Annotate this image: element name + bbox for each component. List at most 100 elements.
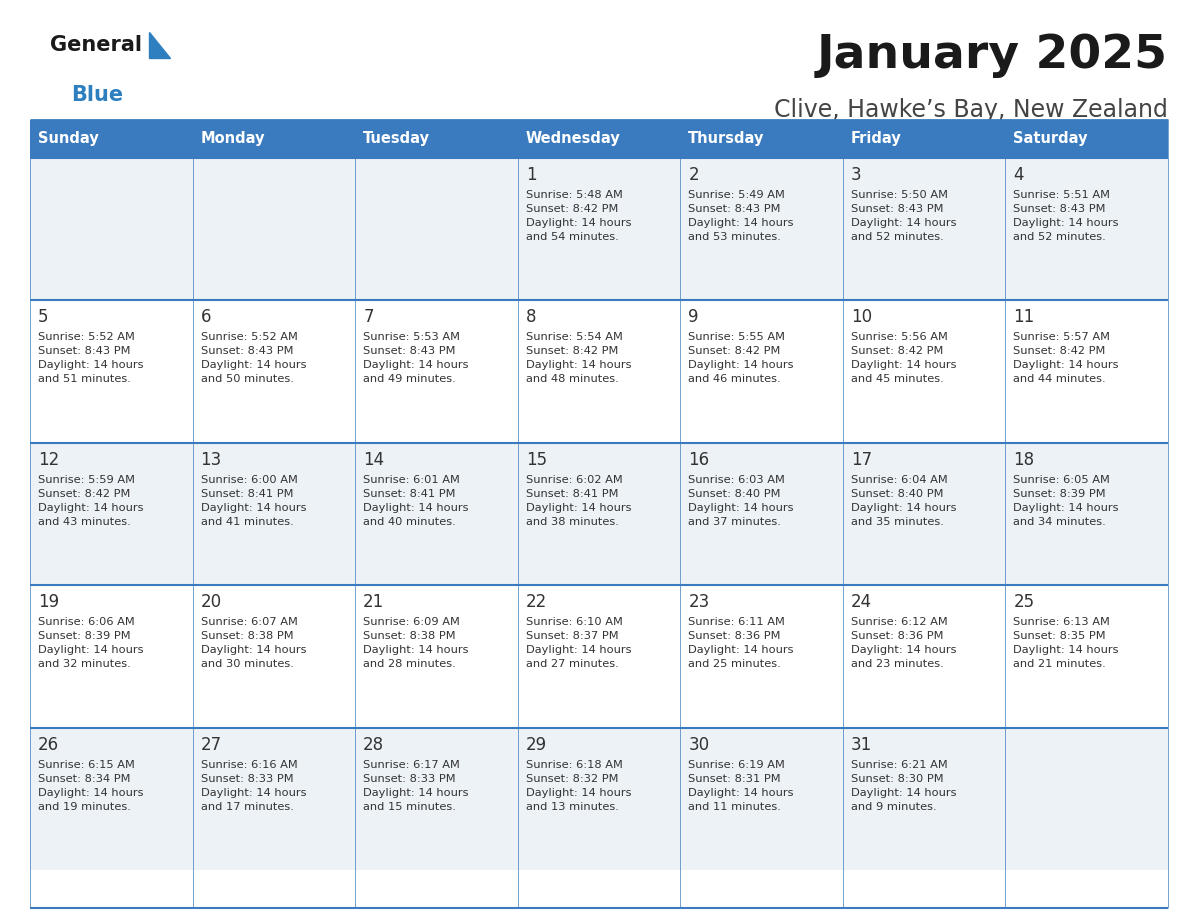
Bar [1005,120,1168,158]
Text: Sunrise: 6:02 AM
Sunset: 8:41 PM
Daylight: 14 hours
and 38 minutes.: Sunrise: 6:02 AM Sunset: 8:41 PM Dayligh… [526,475,631,527]
Bar [30,728,192,870]
Text: 30: 30 [688,735,709,754]
Text: 28: 28 [364,735,384,754]
Text: 2: 2 [688,166,699,184]
Bar [192,728,355,870]
Text: 22: 22 [526,593,546,611]
Bar [1005,442,1168,585]
Text: 15: 15 [526,451,546,469]
Text: 13: 13 [201,451,222,469]
Text: Sunrise: 6:16 AM
Sunset: 8:33 PM
Daylight: 14 hours
and 17 minutes.: Sunrise: 6:16 AM Sunset: 8:33 PM Dayligh… [201,759,307,812]
Text: Sunrise: 5:50 AM
Sunset: 8:43 PM
Daylight: 14 hours
and 52 minutes.: Sunrise: 5:50 AM Sunset: 8:43 PM Dayligh… [851,190,956,242]
Text: 25: 25 [1013,593,1035,611]
Bar [355,442,518,585]
Bar [518,300,681,442]
Bar [355,300,518,442]
Text: Sunrise: 6:06 AM
Sunset: 8:39 PM
Daylight: 14 hours
and 32 minutes.: Sunrise: 6:06 AM Sunset: 8:39 PM Dayligh… [38,617,144,669]
Text: Clive, Hawke’s Bay, New Zealand: Clive, Hawke’s Bay, New Zealand [775,98,1168,122]
Text: Sunrise: 5:52 AM
Sunset: 8:43 PM
Daylight: 14 hours
and 50 minutes.: Sunrise: 5:52 AM Sunset: 8:43 PM Dayligh… [201,332,307,385]
Text: 31: 31 [851,735,872,754]
Text: 16: 16 [688,451,709,469]
Bar [1005,300,1168,442]
Bar [842,120,1005,158]
Bar [30,158,192,300]
Text: 20: 20 [201,593,222,611]
Text: 10: 10 [851,308,872,327]
Text: Sunrise: 5:48 AM
Sunset: 8:42 PM
Daylight: 14 hours
and 54 minutes.: Sunrise: 5:48 AM Sunset: 8:42 PM Dayligh… [526,190,631,242]
Polygon shape [148,32,170,58]
Text: Sunrise: 5:56 AM
Sunset: 8:42 PM
Daylight: 14 hours
and 45 minutes.: Sunrise: 5:56 AM Sunset: 8:42 PM Dayligh… [851,332,956,385]
Text: Sunrise: 6:01 AM
Sunset: 8:41 PM
Daylight: 14 hours
and 40 minutes.: Sunrise: 6:01 AM Sunset: 8:41 PM Dayligh… [364,475,468,527]
Text: 9: 9 [688,308,699,327]
Text: 21: 21 [364,593,385,611]
Bar [842,442,1005,585]
Text: Sunrise: 5:49 AM
Sunset: 8:43 PM
Daylight: 14 hours
and 53 minutes.: Sunrise: 5:49 AM Sunset: 8:43 PM Dayligh… [688,190,794,242]
Text: General: General [50,35,143,55]
Text: Sunrise: 5:54 AM
Sunset: 8:42 PM
Daylight: 14 hours
and 48 minutes.: Sunrise: 5:54 AM Sunset: 8:42 PM Dayligh… [526,332,631,385]
Bar [681,300,842,442]
Text: Sunrise: 6:12 AM
Sunset: 8:36 PM
Daylight: 14 hours
and 23 minutes.: Sunrise: 6:12 AM Sunset: 8:36 PM Dayligh… [851,617,956,669]
Bar [518,120,681,158]
Text: Sunrise: 6:13 AM
Sunset: 8:35 PM
Daylight: 14 hours
and 21 minutes.: Sunrise: 6:13 AM Sunset: 8:35 PM Dayligh… [1013,617,1119,669]
Text: 4: 4 [1013,166,1024,184]
Text: 24: 24 [851,593,872,611]
Text: Sunrise: 5:51 AM
Sunset: 8:43 PM
Daylight: 14 hours
and 52 minutes.: Sunrise: 5:51 AM Sunset: 8:43 PM Dayligh… [1013,190,1119,242]
Text: Sunrise: 6:15 AM
Sunset: 8:34 PM
Daylight: 14 hours
and 19 minutes.: Sunrise: 6:15 AM Sunset: 8:34 PM Dayligh… [38,759,144,812]
Text: Sunrise: 6:09 AM
Sunset: 8:38 PM
Daylight: 14 hours
and 28 minutes.: Sunrise: 6:09 AM Sunset: 8:38 PM Dayligh… [364,617,468,669]
Bar [192,300,355,442]
Text: 27: 27 [201,735,222,754]
Text: Sunrise: 5:57 AM
Sunset: 8:42 PM
Daylight: 14 hours
and 44 minutes.: Sunrise: 5:57 AM Sunset: 8:42 PM Dayligh… [1013,332,1119,385]
Text: Tuesday: Tuesday [364,131,430,147]
Bar [355,158,518,300]
Bar [192,120,355,158]
Bar [842,585,1005,728]
Text: 7: 7 [364,308,374,327]
Bar [355,120,518,158]
Text: Thursday: Thursday [688,131,765,147]
Text: 18: 18 [1013,451,1035,469]
Bar [30,585,192,728]
Text: 29: 29 [526,735,546,754]
Text: Sunrise: 6:04 AM
Sunset: 8:40 PM
Daylight: 14 hours
and 35 minutes.: Sunrise: 6:04 AM Sunset: 8:40 PM Dayligh… [851,475,956,527]
Text: 5: 5 [38,308,49,327]
Bar [842,728,1005,870]
Text: Sunrise: 6:10 AM
Sunset: 8:37 PM
Daylight: 14 hours
and 27 minutes.: Sunrise: 6:10 AM Sunset: 8:37 PM Dayligh… [526,617,631,669]
Text: Saturday: Saturday [1013,131,1088,147]
Text: Sunrise: 5:53 AM
Sunset: 8:43 PM
Daylight: 14 hours
and 49 minutes.: Sunrise: 5:53 AM Sunset: 8:43 PM Dayligh… [364,332,468,385]
Text: 14: 14 [364,451,384,469]
Bar [518,728,681,870]
Text: 26: 26 [38,735,59,754]
Bar [30,120,192,158]
Text: Monday: Monday [201,131,265,147]
Text: Sunday: Sunday [38,131,99,147]
Text: Sunrise: 6:18 AM
Sunset: 8:32 PM
Daylight: 14 hours
and 13 minutes.: Sunrise: 6:18 AM Sunset: 8:32 PM Dayligh… [526,759,631,812]
Text: 6: 6 [201,308,211,327]
Bar [681,585,842,728]
Text: Sunrise: 6:07 AM
Sunset: 8:38 PM
Daylight: 14 hours
and 30 minutes.: Sunrise: 6:07 AM Sunset: 8:38 PM Dayligh… [201,617,307,669]
Text: 11: 11 [1013,308,1035,327]
Text: Friday: Friday [851,131,902,147]
Bar [681,120,842,158]
Bar [30,442,192,585]
Bar [192,442,355,585]
Bar [1005,158,1168,300]
Text: Sunrise: 6:00 AM
Sunset: 8:41 PM
Daylight: 14 hours
and 41 minutes.: Sunrise: 6:00 AM Sunset: 8:41 PM Dayligh… [201,475,307,527]
Bar [681,158,842,300]
Text: Sunrise: 6:11 AM
Sunset: 8:36 PM
Daylight: 14 hours
and 25 minutes.: Sunrise: 6:11 AM Sunset: 8:36 PM Dayligh… [688,617,794,669]
Bar [192,158,355,300]
Text: Sunrise: 5:59 AM
Sunset: 8:42 PM
Daylight: 14 hours
and 43 minutes.: Sunrise: 5:59 AM Sunset: 8:42 PM Dayligh… [38,475,144,527]
Text: 8: 8 [526,308,536,327]
Text: January 2025: January 2025 [817,32,1168,77]
Bar [355,585,518,728]
Text: Sunrise: 6:19 AM
Sunset: 8:31 PM
Daylight: 14 hours
and 11 minutes.: Sunrise: 6:19 AM Sunset: 8:31 PM Dayligh… [688,759,794,812]
Bar [1005,728,1168,870]
Bar [1005,585,1168,728]
Bar [518,585,681,728]
Bar [355,728,518,870]
Bar [842,158,1005,300]
Bar [518,442,681,585]
Text: Sunrise: 5:52 AM
Sunset: 8:43 PM
Daylight: 14 hours
and 51 minutes.: Sunrise: 5:52 AM Sunset: 8:43 PM Dayligh… [38,332,144,385]
Bar [192,585,355,728]
Text: 19: 19 [38,593,59,611]
Text: Sunrise: 6:17 AM
Sunset: 8:33 PM
Daylight: 14 hours
and 15 minutes.: Sunrise: 6:17 AM Sunset: 8:33 PM Dayligh… [364,759,468,812]
